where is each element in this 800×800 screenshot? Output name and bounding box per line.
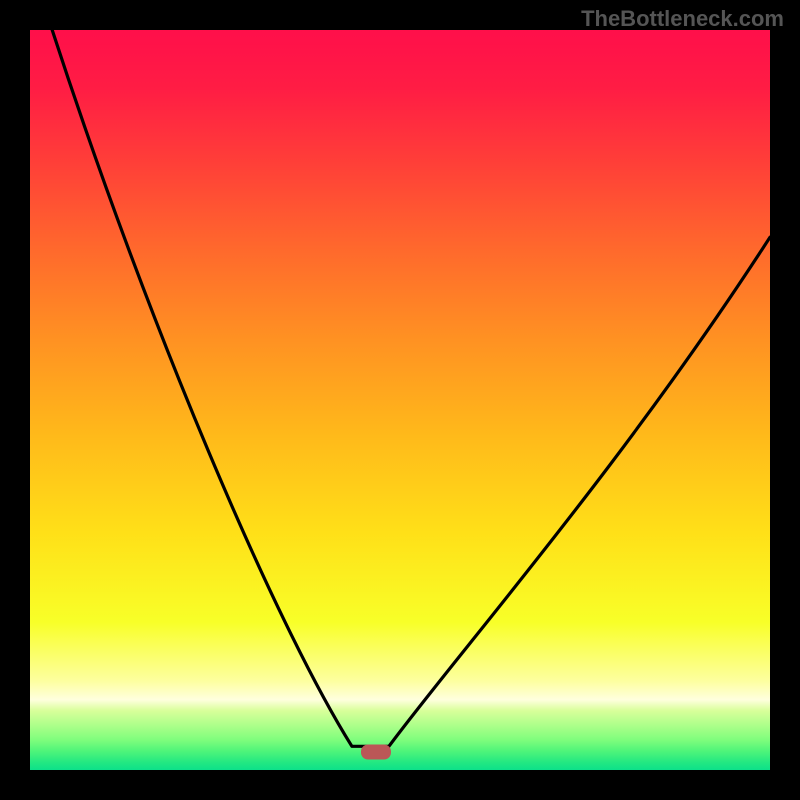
bottleneck-curve	[30, 30, 770, 770]
plot-area	[30, 30, 770, 770]
watermark-text: TheBottleneck.com	[581, 6, 784, 32]
curve-path	[52, 30, 770, 746]
valley-marker	[361, 744, 391, 759]
